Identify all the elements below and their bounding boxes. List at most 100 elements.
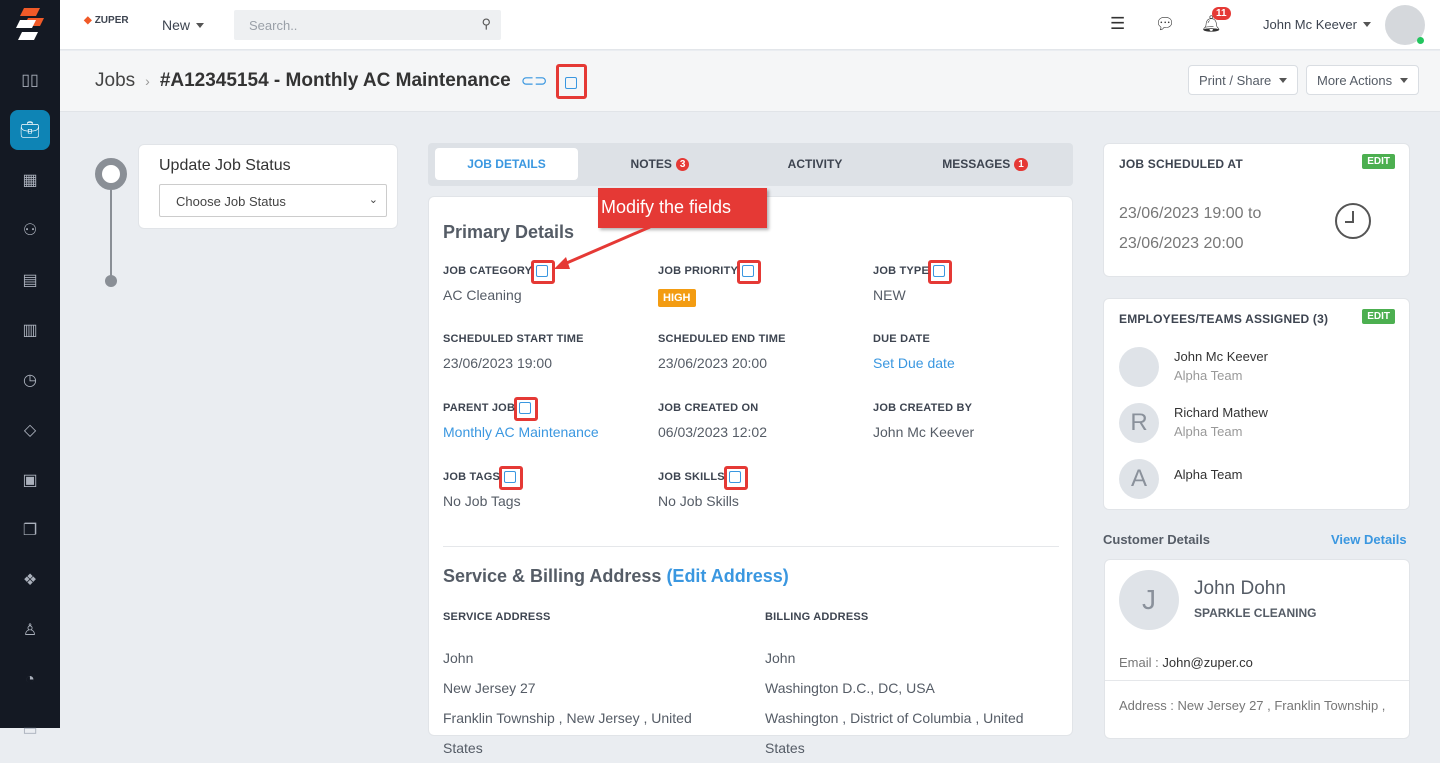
search-icon[interactable]: ⚲: [481, 16, 491, 31]
search-input[interactable]: Search.. ⚲: [234, 10, 501, 40]
chart-icon[interactable]: ▯▯: [21, 72, 39, 89]
chat-icon[interactable]: 💬︎: [1155, 16, 1176, 33]
tab-job-details[interactable]: JOB DETAILS: [435, 148, 578, 180]
customer-name: John Dohn: [1194, 578, 1286, 599]
edit-field-icon[interactable]: [504, 471, 517, 484]
field-label-text: JOB CREATED ON: [658, 402, 759, 414]
address-label: Address :: [1119, 698, 1174, 713]
print-label: Print / Share: [1199, 72, 1272, 88]
job-status-select[interactable]: Choose Job Status ⌄: [159, 184, 387, 217]
annotation-callout: Modify the fields: [598, 188, 767, 228]
caret-down-icon: [1400, 77, 1409, 83]
user-menu[interactable]: John Mc Keever: [1263, 17, 1371, 32]
list-icon[interactable]: ☰: [1110, 14, 1126, 33]
schedule-to: 23/06/2023 20:00: [1119, 235, 1244, 252]
monitor-icon[interactable]: ▭: [22, 722, 38, 739]
job-status-card: Update Job Status Choose Job Status ⌄: [138, 144, 398, 229]
user-search-icon[interactable]: ⚇: [22, 222, 38, 239]
divider: [443, 546, 1059, 547]
address-value: New Jersey 27 , Franklin Township ,: [1177, 698, 1386, 713]
edit-field-icon[interactable]: [519, 402, 532, 415]
field-label: JOB PRIORITY: [658, 265, 755, 278]
timeline-line: [110, 190, 112, 278]
edit-field-icon[interactable]: [536, 265, 549, 278]
print-share-button[interactable]: Print / Share: [1188, 65, 1299, 95]
search-placeholder: Search..: [249, 18, 298, 33]
field-label-text: JOB CATEGORY: [443, 265, 533, 277]
customer-card: J John Dohn SPARKLE CLEANING Email : Joh…: [1104, 559, 1410, 739]
boxes-icon[interactable]: ❖: [22, 572, 38, 589]
pie-icon[interactable]: ◔: [25, 671, 35, 688]
field-value[interactable]: Set Due date: [873, 355, 955, 371]
field-label: JOB CREATED BY: [873, 402, 972, 414]
bell-icon[interactable]: 🔔︎: [1201, 16, 1222, 33]
billing-address-label: BILLING ADDRESS: [765, 611, 869, 623]
employee-name[interactable]: John Mc Keever: [1174, 349, 1268, 364]
field-label: JOB TAGS: [443, 471, 517, 484]
customer-title: Customer Details: [1103, 532, 1210, 547]
employees-title: EMPLOYEES/TEAMS ASSIGNED (3): [1119, 312, 1329, 326]
clock-icon[interactable]: ◷: [23, 372, 37, 389]
team-name[interactable]: Alpha Team: [1174, 467, 1243, 482]
edit-field-icon[interactable]: [742, 265, 755, 278]
field-label: JOB CATEGORY: [443, 265, 549, 278]
field-value: No Job Skills: [658, 493, 739, 509]
new-label: New: [162, 17, 191, 33]
person-icon[interactable]: ♙: [22, 622, 38, 639]
building-icon[interactable]: ▤: [22, 272, 38, 289]
billing-address: John Washington D.C., DC, USA Washington ,…: [765, 643, 1055, 763]
brand-logo[interactable]: ◆ ZUPER: [84, 15, 129, 26]
field-label-text: SCHEDULED START TIME: [443, 333, 584, 345]
tag-icon[interactable]: ◇: [23, 422, 37, 439]
calculator-icon[interactable]: ▣: [22, 472, 38, 489]
view-details-link[interactable]: View Details: [1331, 532, 1407, 547]
address-line: Washington , District of Columbia , Unit…: [765, 710, 1024, 756]
status-select-value: Choose Job Status: [176, 194, 286, 209]
new-menu-button[interactable]: New: [162, 17, 205, 33]
field-label-text: SCHEDULED END TIME: [658, 333, 786, 345]
field-value: 23/06/2023 20:00: [658, 355, 767, 371]
field-value: AC Cleaning: [443, 287, 522, 303]
edit-field-icon[interactable]: [728, 471, 741, 484]
online-indicator: [1417, 37, 1424, 44]
chevron-down-icon: ⌄: [368, 194, 378, 206]
annotation-highlight: [514, 397, 539, 422]
calendar-icon[interactable]: ▦: [22, 172, 38, 189]
tab-activity[interactable]: ACTIVITY: [745, 148, 885, 180]
edit-schedule-button[interactable]: EDIT: [1362, 154, 1395, 169]
briefcase-icon[interactable]: 💼︎: [10, 110, 50, 150]
employee-team: Alpha Team: [1174, 368, 1243, 383]
edit-title-icon[interactable]: [565, 76, 577, 89]
schedule-range: 23/06/2023 19:00 to 23/06/2023 20:00: [1119, 199, 1261, 259]
field-label-text: JOB CREATED BY: [873, 402, 973, 414]
field-label-text: DUE DATE: [873, 333, 931, 345]
field-label: SCHEDULED START TIME: [443, 333, 584, 345]
email-label: Email :: [1119, 655, 1159, 670]
divider: [1105, 680, 1409, 681]
map-icon[interactable]: ▥: [22, 322, 38, 339]
edit-field-icon[interactable]: [933, 265, 946, 278]
zuper-logo[interactable]: [14, 8, 46, 42]
copy-icon[interactable]: ❐: [22, 522, 38, 539]
annotation-highlight: [531, 260, 556, 285]
field-label-text: JOB TAGS: [443, 471, 501, 483]
field-label: DUE DATE: [873, 333, 930, 345]
caret-down-icon: [196, 22, 205, 28]
field-value[interactable]: Monthly AC Maintenance: [443, 424, 599, 440]
edit-employees-button[interactable]: EDIT: [1362, 309, 1395, 324]
breadcrumb-jobs[interactable]: Jobs: [95, 70, 136, 91]
avatar[interactable]: [1385, 5, 1425, 45]
clock-icon: [1335, 203, 1371, 239]
field-value: 06/03/2023 12:02: [658, 424, 767, 440]
employee-name[interactable]: Richard Mathew: [1174, 405, 1268, 420]
sidebar: ▯▯ 💼︎ ▦ ⚇ ▤ ▥ ◷ ◇ ▣ ❐ ❖ ♙ ◔ ▭: [0, 0, 60, 739]
link-icon[interactable]: ⊂⊃: [520, 73, 548, 90]
annotation-highlight: [928, 260, 953, 285]
more-actions-button[interactable]: More Actions: [1306, 65, 1420, 95]
edit-address-link[interactable]: (Edit Address): [666, 566, 789, 586]
tab-messages[interactable]: MESSAGES 1: [915, 148, 1055, 180]
tab-notes[interactable]: NOTES 3: [590, 148, 730, 180]
employees-card: EMPLOYEES/TEAMS ASSIGNED (3) EDIT John M…: [1103, 298, 1410, 510]
address-title: Service & Billing Address (Edit Address): [443, 566, 789, 587]
field-label-text: PARENT JOB: [443, 402, 516, 414]
